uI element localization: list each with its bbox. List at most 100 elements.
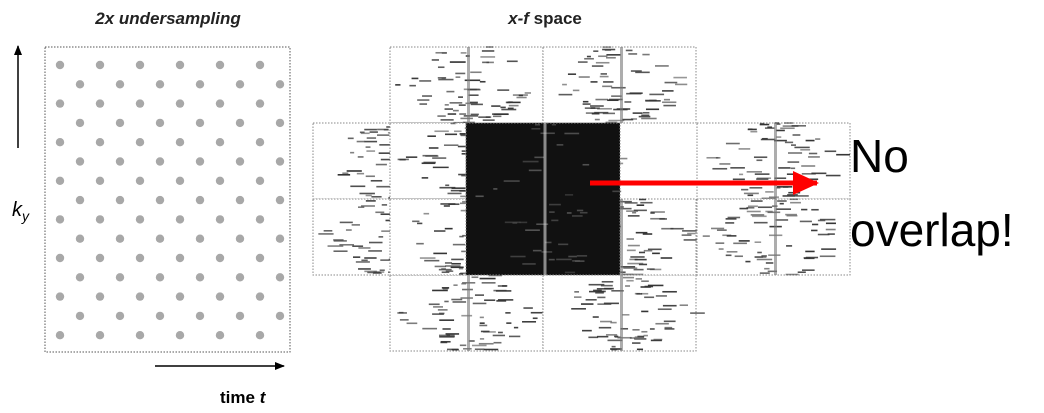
sample-dot — [216, 215, 224, 223]
xf-space — [313, 47, 850, 351]
sample-dot — [256, 99, 264, 107]
sample-dot — [256, 177, 264, 185]
sample-dot — [96, 138, 104, 146]
sample-dot — [276, 157, 284, 165]
tile — [697, 199, 850, 275]
sample-dot — [256, 138, 264, 146]
sample-dot — [116, 273, 124, 281]
sample-dot — [216, 99, 224, 107]
sample-dot — [276, 80, 284, 88]
sample-dot — [236, 312, 244, 320]
sample-dot — [236, 119, 244, 127]
sample-dot — [236, 235, 244, 243]
sample-dot — [276, 119, 284, 127]
sample-dot — [116, 157, 124, 165]
sample-dot — [96, 254, 104, 262]
panel-title: x-f space — [507, 9, 582, 28]
sample-dot — [76, 196, 84, 204]
sample-dot — [136, 254, 144, 262]
sample-dot — [256, 331, 264, 339]
sample-dot — [116, 196, 124, 204]
sample-dots — [56, 61, 284, 340]
sample-dot — [216, 292, 224, 300]
sample-dot — [116, 119, 124, 127]
sample-dot — [136, 215, 144, 223]
time-label: time t — [220, 388, 267, 407]
title-italic: x-f — [507, 9, 531, 28]
sample-dot — [96, 331, 104, 339]
sample-dot — [176, 99, 184, 107]
sample-dot — [196, 196, 204, 204]
sample-dot — [76, 235, 84, 243]
sample-dot — [176, 138, 184, 146]
sample-dot — [236, 196, 244, 204]
sample-dot — [96, 177, 104, 185]
sample-dot — [96, 99, 104, 107]
sample-dot — [236, 80, 244, 88]
sample-dot — [176, 177, 184, 185]
sample-dot — [216, 61, 224, 69]
tile — [697, 123, 850, 199]
title-plain: space — [534, 9, 582, 28]
sample-dot — [76, 80, 84, 88]
sample-dot — [196, 312, 204, 320]
sample-dot — [176, 331, 184, 339]
sample-dot — [216, 138, 224, 146]
sample-dot — [56, 61, 64, 69]
sample-dot — [116, 80, 124, 88]
annotation-line: overlap! — [850, 204, 1014, 256]
sample-dot — [276, 196, 284, 204]
sample-dot — [156, 235, 164, 243]
sample-dot — [136, 138, 144, 146]
tile — [390, 275, 543, 351]
sample-dot — [56, 331, 64, 339]
sample-dot — [196, 119, 204, 127]
sample-dot — [276, 235, 284, 243]
sample-dot — [136, 331, 144, 339]
sample-dot — [56, 138, 64, 146]
sample-dot — [236, 157, 244, 165]
sample-dot — [256, 292, 264, 300]
sample-dot — [56, 99, 64, 107]
sample-dot — [56, 215, 64, 223]
panel-title: 2x undersampling — [94, 9, 241, 28]
sample-dot — [236, 273, 244, 281]
sample-dot — [156, 196, 164, 204]
sample-dot — [56, 292, 64, 300]
sample-dot — [256, 254, 264, 262]
sample-dot — [156, 80, 164, 88]
sample-dot — [116, 235, 124, 243]
annotation-line: No — [850, 130, 909, 182]
sample-dot — [156, 273, 164, 281]
sample-dot — [56, 254, 64, 262]
time-main: time — [220, 388, 255, 407]
sample-dot — [276, 312, 284, 320]
ky-label: ky — [12, 199, 30, 224]
sample-dot — [96, 61, 104, 69]
sample-dot — [76, 312, 84, 320]
sample-dot — [56, 177, 64, 185]
sample-dot — [156, 119, 164, 127]
sample-dot — [196, 80, 204, 88]
sample-dot — [76, 157, 84, 165]
sample-dot — [196, 235, 204, 243]
sample-dot — [176, 292, 184, 300]
sample-dot — [136, 292, 144, 300]
sample-dot — [196, 273, 204, 281]
time-variable: t — [260, 388, 267, 407]
sample-dot — [76, 273, 84, 281]
sample-dot — [96, 292, 104, 300]
sample-dot — [136, 61, 144, 69]
diagram: 2x undersampling x-f space ky time t No … — [0, 0, 1044, 413]
sample-dot — [136, 99, 144, 107]
sample-dot — [196, 157, 204, 165]
sample-dot — [156, 312, 164, 320]
sample-dot — [256, 215, 264, 223]
sample-dot — [76, 119, 84, 127]
ky-subscript: y — [21, 208, 30, 224]
sample-dot — [176, 254, 184, 262]
sample-dot — [256, 61, 264, 69]
sample-dot — [216, 254, 224, 262]
sample-dot — [176, 215, 184, 223]
sample-dot — [96, 215, 104, 223]
